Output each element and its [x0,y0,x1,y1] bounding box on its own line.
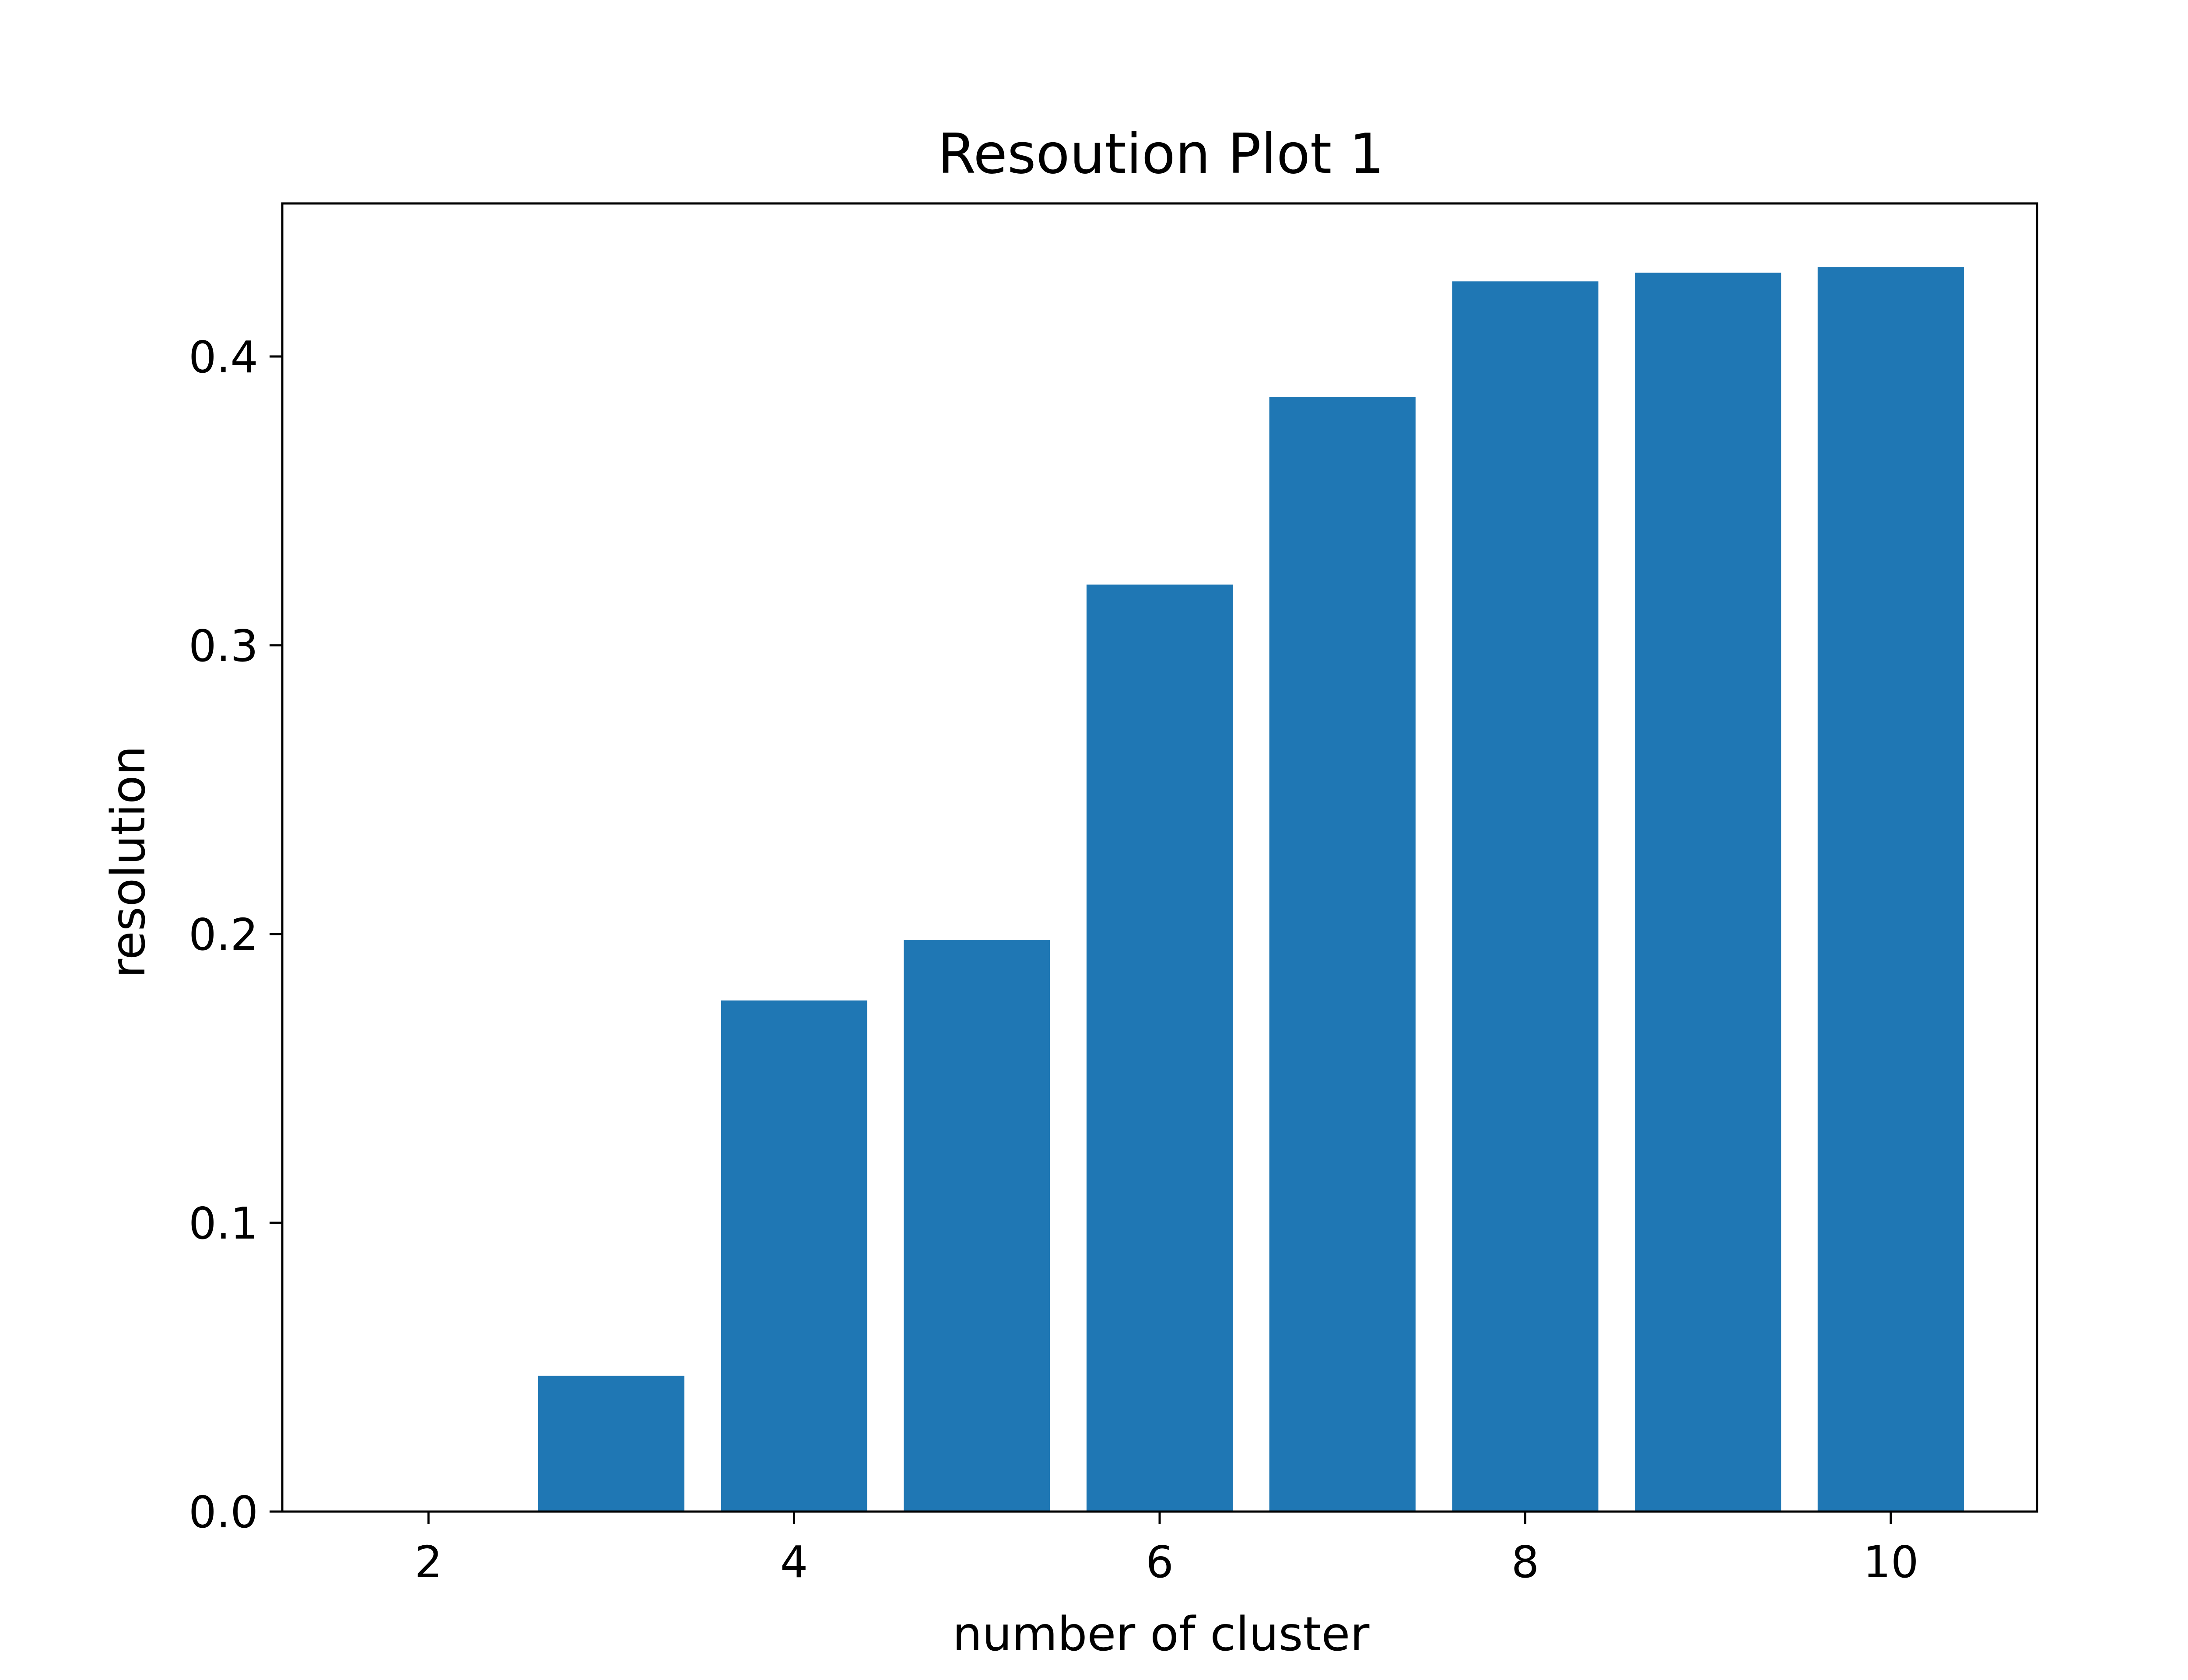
bar-7 [1269,397,1416,1512]
y-axis-label: resolution [102,746,156,978]
x-tick-label: 2 [414,1536,442,1588]
y-tick-label: 0.3 [189,620,258,672]
bar-6 [1086,584,1233,1512]
bar-9 [1635,273,1781,1512]
y-tick-label: 0.1 [189,1198,258,1249]
y-tick-label: 0.4 [189,332,258,383]
x-tick-label: 6 [1146,1536,1174,1588]
x-tick-label: 8 [1511,1536,1539,1588]
y-tick-label: 0.0 [189,1487,258,1538]
y-ticks-group: 0.0 0.1 0.2 0.3 0.4 [189,332,282,1538]
bar-10 [1817,267,1964,1512]
x-tick-label: 10 [1863,1536,1918,1588]
x-axis-label: number of cluster [953,1607,1370,1662]
chart-title: Resoution Plot 1 [937,122,1384,186]
bars-group [538,267,1964,1512]
bar-4 [721,1000,867,1512]
bar-3 [538,1376,684,1512]
bar-8 [1452,281,1599,1512]
x-tick-label: 4 [780,1536,808,1588]
axes-frame [281,202,2038,1513]
x-ticks-group: 2 4 6 8 10 [414,1512,1918,1588]
bar-5 [904,940,1050,1512]
y-tick-label: 0.2 [189,909,258,960]
